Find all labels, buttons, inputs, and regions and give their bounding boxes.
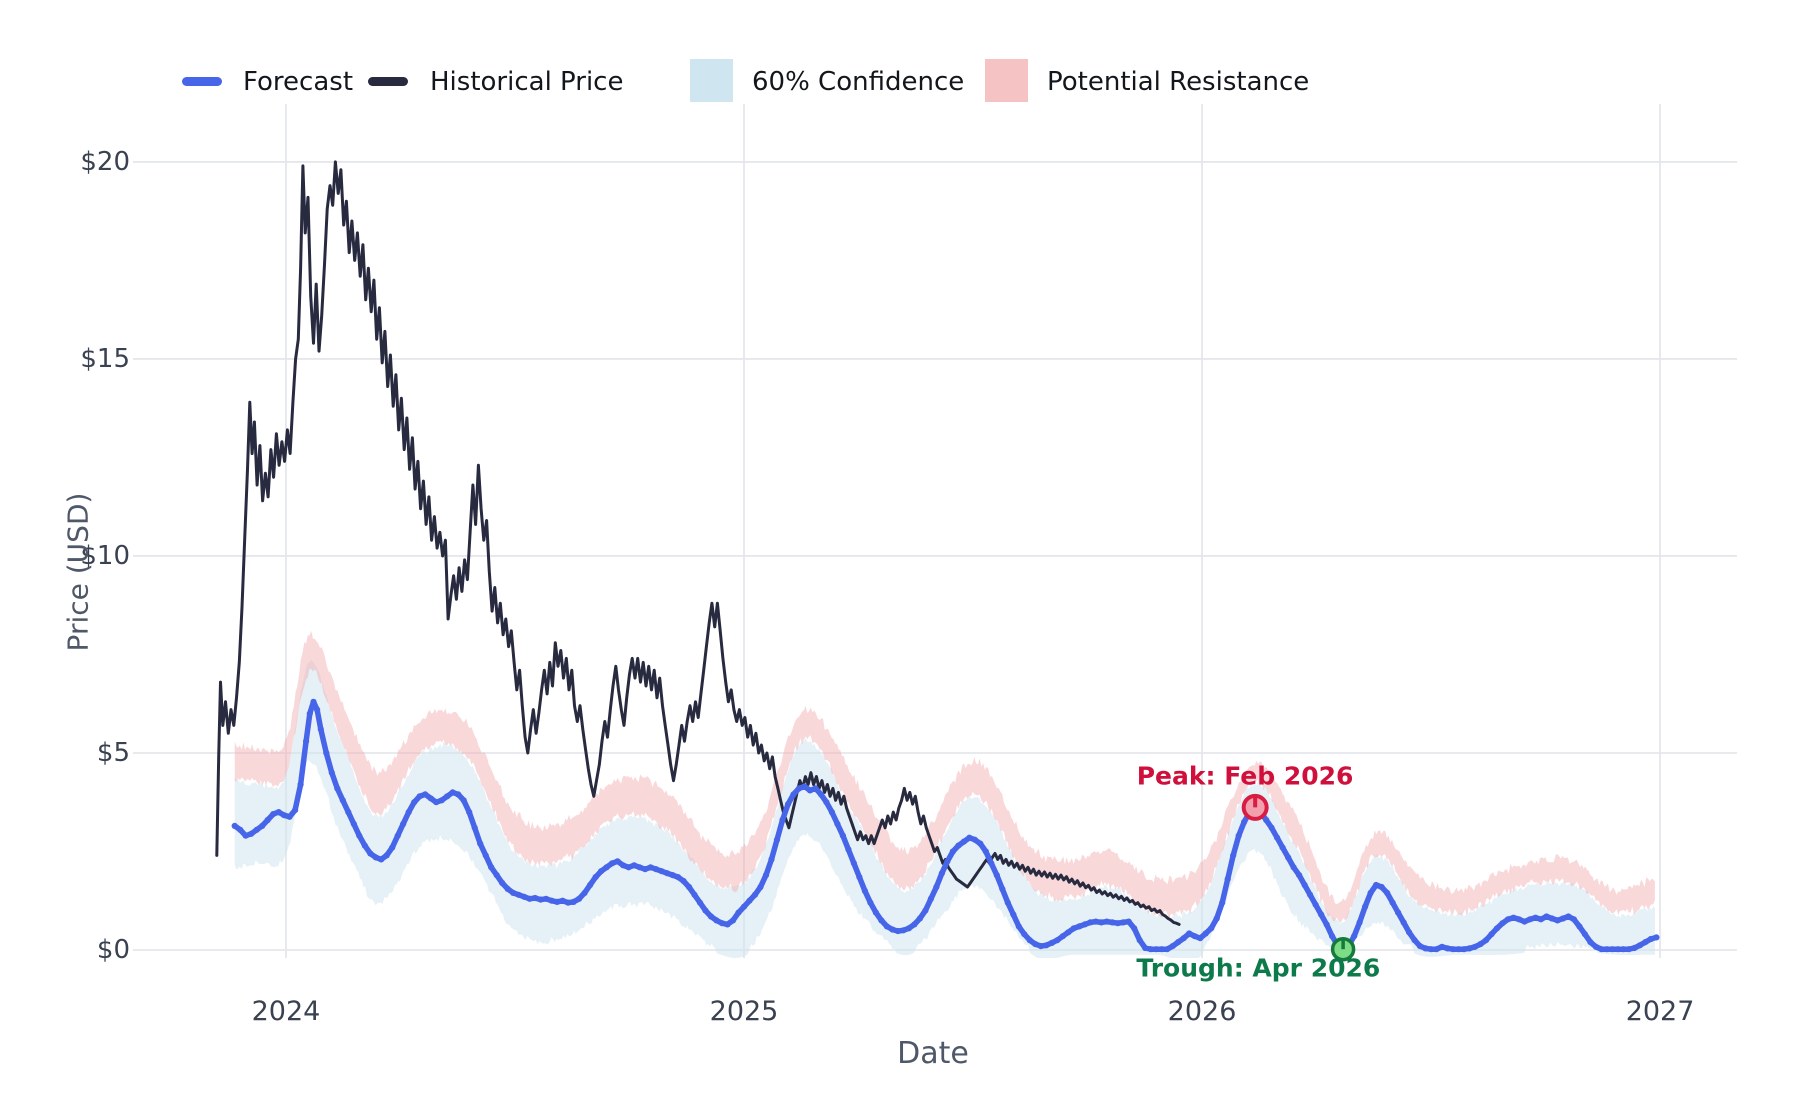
legend-label-resistance: Potential Resistance [1047,67,1310,97]
confidence-band-swatch-icon [690,59,733,102]
x-tick-label: 2024 [251,996,321,1027]
x-tick-label: 2027 [1625,996,1695,1027]
legend-label-historical-price: Historical Price [430,67,624,97]
historical-line [215,160,1181,926]
y-axis-title: Price (USD) [61,492,95,652]
gridlines [133,104,1737,958]
y-tick-label: $20 [80,146,130,177]
forecast-line-swatch-icon [182,77,222,86]
x-axis-title: Date [897,1036,969,1071]
y-tick-label: $0 [96,935,130,965]
historical-line-swatch-icon [368,77,408,86]
x-tick-label: 2026 [1167,996,1237,1027]
peak-marker-icon [1241,793,1269,821]
peak-annotation: Peak: Feb 2026 [1136,761,1354,791]
x-tick-label: 2025 [709,996,779,1027]
y-tick-label: $5 [96,737,130,768]
resistance-band-swatch-icon [985,59,1028,102]
y-tick-label: $15 [80,343,130,374]
trough-marker-icon [1330,936,1356,962]
band-resistance [234,631,1655,923]
y-tick-label: $10 [80,540,130,571]
trough-annotation: Trough: Apr 2026 [1136,953,1381,983]
legend-label-forecast: Forecast [243,67,354,97]
legend-label-confidence: 60% Confidence [752,67,965,97]
